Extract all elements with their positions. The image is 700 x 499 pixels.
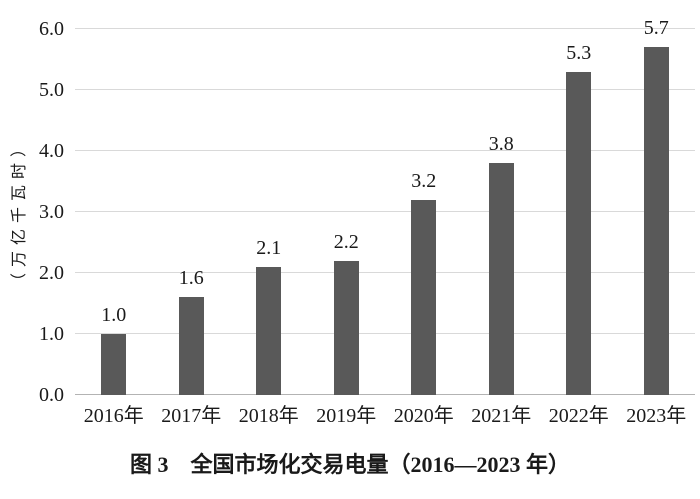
bar-value-label: 2.2 bbox=[333, 230, 359, 253]
bar-group-2020年: 3.2 bbox=[385, 29, 463, 395]
plot-area: 1.0 1.6 2.1 2.2 3.2 3.8 5.3 5.7 bbox=[75, 18, 696, 395]
y-tick-label: 2.0 bbox=[39, 262, 64, 284]
bar-value-label: 3.8 bbox=[488, 133, 514, 156]
y-tick-label: 1.0 bbox=[39, 323, 64, 345]
bar-group-2023年: 5.7 bbox=[618, 18, 696, 395]
bar-2022年 bbox=[566, 71, 592, 395]
y-tick-label: 0.0 bbox=[39, 384, 64, 406]
bar-group-2017年: 1.6 bbox=[153, 29, 231, 395]
x-tick-label: 2022年 bbox=[548, 405, 609, 427]
y-tick-label: 6.0 bbox=[39, 18, 64, 40]
y-tick-label: 3.0 bbox=[39, 201, 64, 223]
bar-group-2019年: 2.2 bbox=[308, 29, 386, 395]
x-tick-label: 2016年 bbox=[83, 405, 144, 427]
bar-value-label: 2.1 bbox=[256, 236, 282, 259]
bar-group-2022年: 5.3 bbox=[540, 29, 618, 395]
bar-value-label: 5.3 bbox=[566, 41, 592, 64]
x-axis-line bbox=[75, 394, 695, 395]
bar-value-label: 1.0 bbox=[101, 304, 127, 326]
gridline bbox=[75, 333, 695, 334]
gridline bbox=[75, 150, 695, 151]
gridline bbox=[75, 28, 695, 29]
bar-2017年 bbox=[178, 297, 204, 395]
bar-2018年 bbox=[256, 266, 282, 395]
x-tick-label: 2023年 bbox=[626, 405, 687, 427]
x-tick-label: 2017年 bbox=[161, 405, 222, 427]
bar-2020年 bbox=[411, 199, 437, 395]
bar-value-label: 5.7 bbox=[643, 17, 669, 40]
x-tick-label: 2019年 bbox=[316, 405, 377, 427]
gridline bbox=[75, 89, 695, 90]
bar-value-label: 1.6 bbox=[178, 267, 204, 290]
bar-group-2016年: 1.0 bbox=[75, 29, 153, 395]
gridline bbox=[75, 272, 695, 273]
y-tick-label: 5.0 bbox=[39, 79, 64, 101]
gridline bbox=[75, 211, 695, 212]
x-tick-label: 2020年 bbox=[393, 405, 454, 427]
bar-2021年 bbox=[488, 163, 514, 395]
x-tick-label: 2021年 bbox=[471, 405, 532, 427]
chart-caption: 图 3 全国市场化交易电量（2016—2023 年） bbox=[129, 452, 570, 477]
bar-value-label: 3.2 bbox=[411, 169, 437, 192]
bar-2023年 bbox=[643, 47, 669, 395]
bar-2016年 bbox=[101, 334, 127, 395]
bar-2019年 bbox=[333, 260, 359, 395]
y-tick-label: 4.0 bbox=[39, 140, 64, 162]
x-tick-label: 2018年 bbox=[238, 405, 299, 427]
bar-group-2021年: 3.8 bbox=[463, 29, 541, 395]
bar-group-2018年: 2.1 bbox=[230, 29, 308, 395]
